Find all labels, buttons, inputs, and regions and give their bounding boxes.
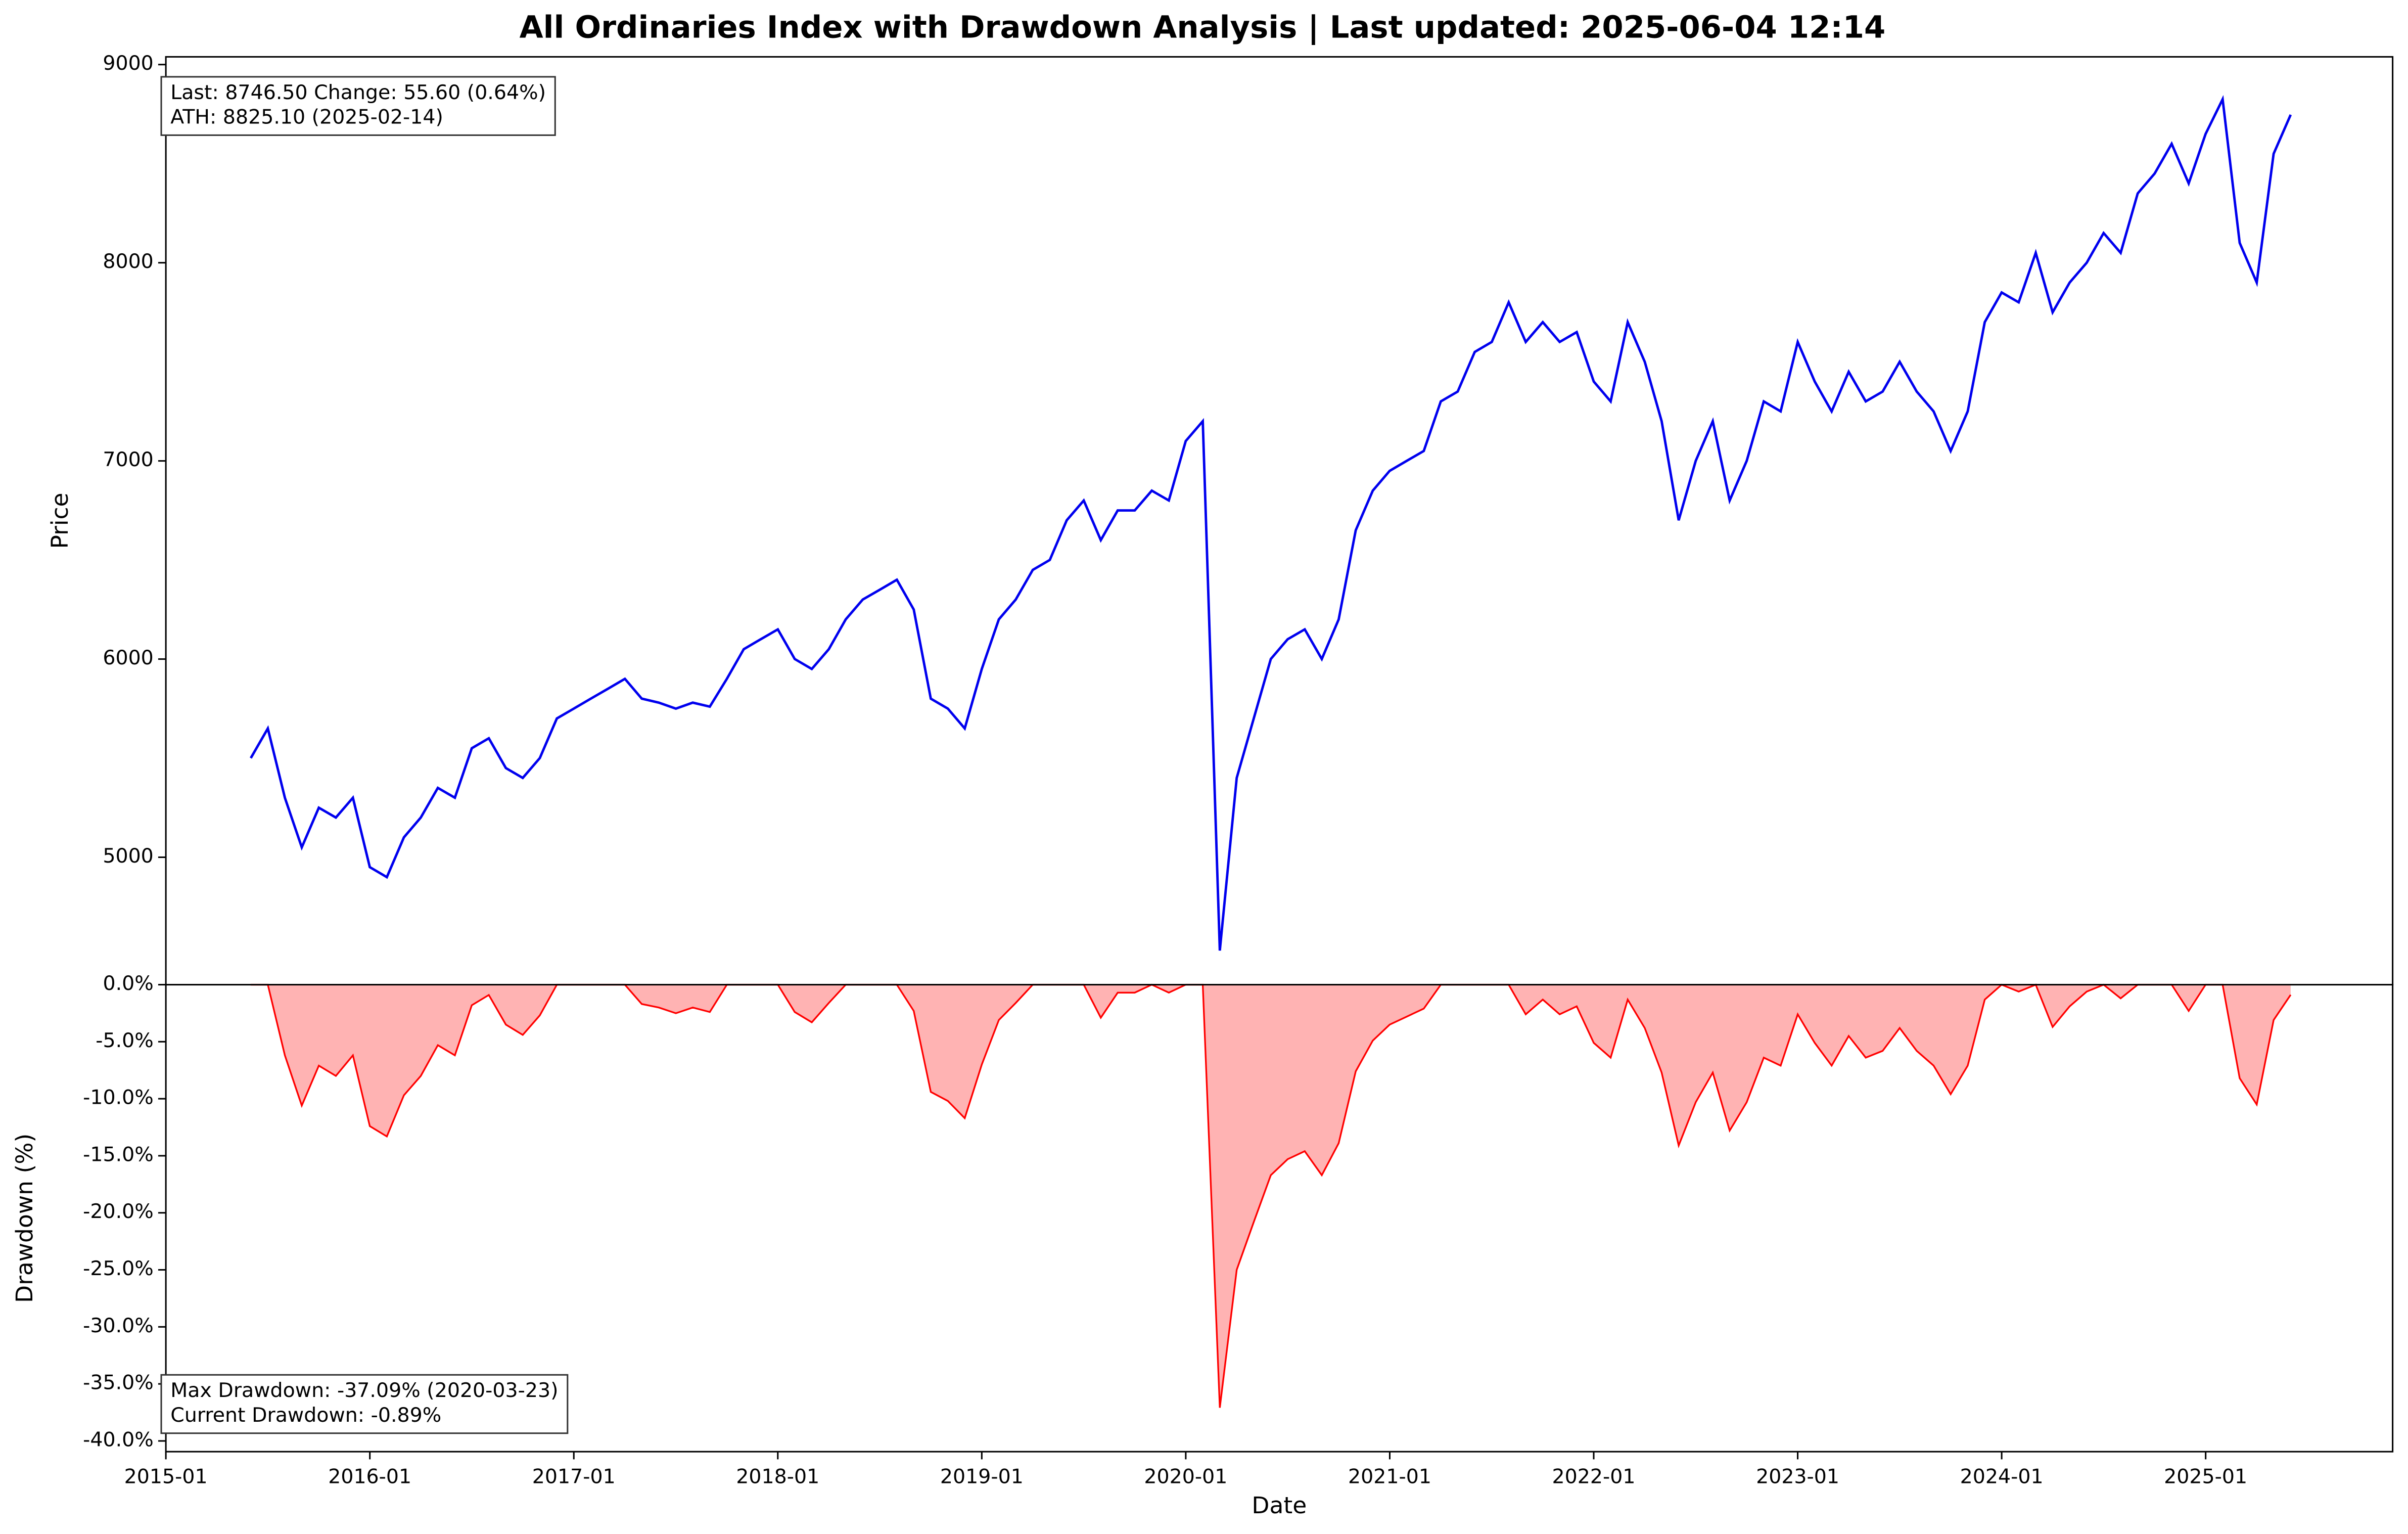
- x-tick-label: 2021-01: [1348, 1465, 1431, 1488]
- x-axis-label: Date: [1252, 1492, 1307, 1519]
- y-axis-label: Price: [47, 492, 73, 549]
- x-tick-label: 2016-01: [328, 1465, 411, 1488]
- y-tick-label: -25.0%: [83, 1257, 154, 1280]
- annotation-box: [160, 1374, 569, 1434]
- x-tick-label: 2024-01: [1960, 1465, 2044, 1488]
- annotation-box: [160, 76, 556, 136]
- y-tick-label: -40.0%: [83, 1428, 154, 1451]
- y-tick-label: -10.0%: [83, 1086, 154, 1109]
- plot-frame: [165, 984, 2394, 1453]
- x-tick-label: 2025-01: [2164, 1465, 2247, 1488]
- price-line: [250, 95, 2292, 951]
- annotation-text: ATH: 8825.10 (2025-02-14): [170, 105, 443, 128]
- chart-title: All Ordinaries Index with Drawdown Analy…: [520, 10, 1886, 45]
- y-tick-label: -5.0%: [96, 1029, 154, 1052]
- y-tick-label: 8000: [103, 250, 154, 273]
- x-tick-label: 2019-01: [940, 1465, 1024, 1488]
- x-tick-label: 2020-01: [1144, 1465, 1227, 1488]
- y-tick-label: -20.0%: [83, 1200, 154, 1223]
- y-tick-label: -15.0%: [83, 1143, 154, 1166]
- drawdown-area: [251, 984, 2291, 1408]
- y-tick-label: -35.0%: [83, 1371, 154, 1394]
- y-tick-label: 9000: [103, 52, 154, 75]
- y-tick-label: 5000: [103, 844, 154, 868]
- x-tick-label: 2023-01: [1756, 1465, 1839, 1488]
- y-tick-label: 0.0%: [103, 972, 154, 995]
- x-tick-label: 2018-01: [736, 1465, 819, 1488]
- y-axis-label: Drawdown (%): [11, 1134, 38, 1303]
- y-tick-label: 7000: [103, 448, 154, 471]
- x-tick-label: 2015-01: [124, 1465, 208, 1488]
- y-tick-label: -30.0%: [83, 1314, 154, 1337]
- annotation-text: Current Drawdown: -0.89%: [170, 1404, 441, 1427]
- annotation-text: Last: 8746.50 Change: 55.60 (0.64%): [170, 81, 546, 104]
- y-tick-label: 6000: [103, 646, 154, 669]
- x-tick-label: 2022-01: [1552, 1465, 1636, 1488]
- x-tick-label: 2017-01: [532, 1465, 616, 1488]
- annotation-text: Max Drawdown: -37.09% (2020-03-23): [170, 1379, 558, 1402]
